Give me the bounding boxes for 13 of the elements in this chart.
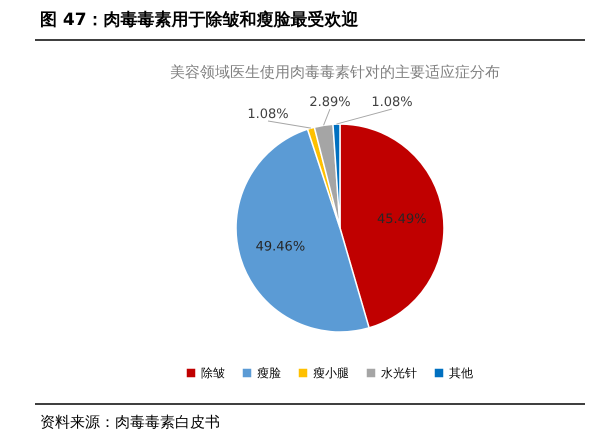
text: 资料来源：肉毒毒素白皮书	[40, 413, 220, 431]
legend-label: 瘦小腿	[313, 366, 349, 380]
legend-label: 其他	[449, 366, 473, 380]
data-label: 1.08%	[247, 107, 289, 122]
data-label: 45.49%	[376, 212, 427, 228]
data-label: 49.46%	[256, 239, 306, 254]
legend-label: 水光针	[381, 366, 417, 380]
data-label: 2.89%	[309, 95, 351, 110]
chart-title: 图 47：肉毒毒素用于除皱和瘦脸最受欢迎	[40, 10, 359, 30]
legend-label: 除皱	[201, 366, 225, 380]
data-label: 1.08%	[371, 95, 413, 110]
chart-subtitle: 美容领域医生使用肉毒毒素针对的主要适应症分布	[170, 63, 500, 81]
legend-label: 瘦脸	[257, 366, 281, 380]
